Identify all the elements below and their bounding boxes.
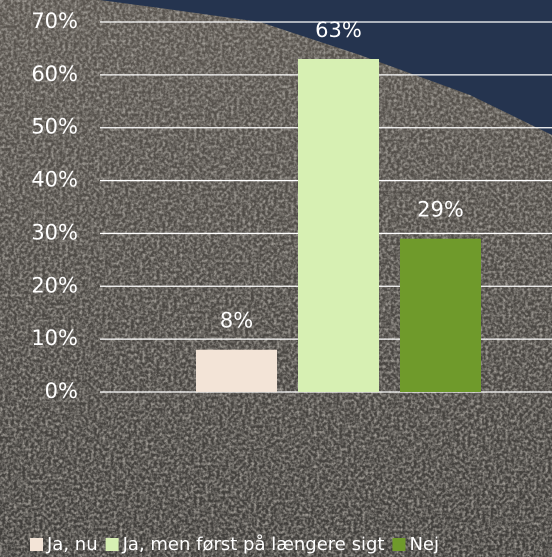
data-label: 63% <box>315 18 362 42</box>
bar <box>196 349 277 392</box>
y-tick-label: 70% <box>31 9 78 33</box>
legend-label: Nej <box>409 534 439 555</box>
y-tick-label: 10% <box>31 326 78 350</box>
data-label: 8% <box>220 309 253 333</box>
y-tick-label: 50% <box>31 115 78 139</box>
sky <box>100 0 552 135</box>
legend-swatch <box>105 538 119 551</box>
bars: 8% 63% 29% <box>196 18 481 392</box>
y-tick-label: 60% <box>31 62 78 86</box>
y-tick-label: 30% <box>31 220 78 244</box>
bar <box>400 238 481 392</box>
legend-swatch <box>30 538 43 551</box>
legend-label: Ja, men først på længere sigt <box>122 534 385 555</box>
bar <box>298 59 379 392</box>
y-tick-label: 20% <box>31 273 78 297</box>
y-tick-label: 40% <box>31 168 78 192</box>
data-label: 29% <box>417 198 464 222</box>
y-tick-label: 0% <box>45 379 78 403</box>
legend: Ja, nu Ja, men først på længere sigt Nej <box>30 534 439 555</box>
legend-label: Ja, nu <box>46 534 98 555</box>
legend-swatch <box>392 538 406 551</box>
